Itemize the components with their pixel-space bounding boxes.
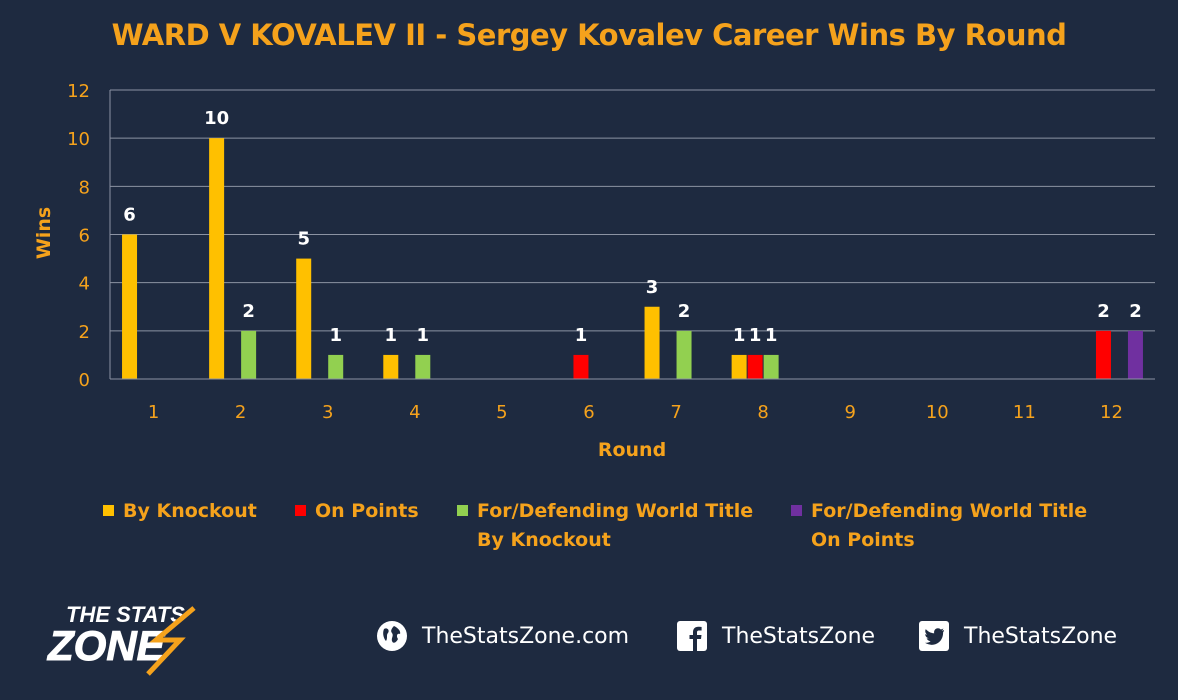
x-tick-label: 3 [322,402,333,423]
data-label: 6 [123,205,136,226]
data-label: 10 [204,108,229,129]
twitter-icon [918,620,950,652]
x-tick-label: 4 [409,402,420,423]
data-label: 5 [297,229,310,250]
y-tick-labels: 0 2 4 6 8 10 12 [67,81,90,391]
data-label: 2 [678,301,691,322]
data-label: 3 [646,277,659,298]
legend-item-title-knockout: For/Defending World Title By Knockout [457,497,753,555]
bar [763,354,779,379]
y-tick-label: 0 [79,370,90,391]
legend-label: For/Defending World Title On Points [811,500,1088,551]
x-tick-label: 6 [583,402,594,423]
bar [383,354,399,379]
x-tick-label: 10 [926,402,949,423]
legend-item-points: On Points [295,497,419,526]
y-tick-label: 12 [67,81,90,102]
legend-label: For/Defending World Title By Knockout [477,500,754,551]
logo-text-top: THE STATS [66,602,185,627]
bar [747,354,763,379]
data-label: 2 [1097,301,1110,322]
y-tick-label: 8 [79,177,90,198]
data-label: 1 [749,325,762,346]
x-tick-labels: 1 2 3 4 5 6 7 8 9 10 11 12 [148,402,1123,423]
legend-swatch [103,505,114,516]
bar [1095,330,1111,379]
data-label: 1 [733,325,746,346]
y-tick-label: 2 [79,322,90,343]
twitter-text: TheStatsZone [964,623,1118,649]
y-tick-label: 6 [79,226,90,247]
gridlines [110,89,1155,332]
bar [676,330,692,379]
data-label: 1 [765,325,778,346]
legend-item-knockout: By Knockout [103,497,257,526]
x-tick-label: 2 [235,402,246,423]
bar [241,330,257,379]
y-tick-label: 4 [79,274,90,295]
x-tick-label: 11 [1013,402,1036,423]
bar [644,306,660,379]
bar [122,234,138,379]
data-label: 2 [1129,301,1142,322]
chart-title: WARD V KOVALEV II - Sergey Kovalev Caree… [111,18,1067,52]
y-tick-label: 10 [67,129,90,150]
y-axis-label: Wins [33,207,55,259]
the-stats-zone-logo: THE STATS ZONE [47,602,196,676]
bar [209,138,225,379]
data-label: 2 [242,301,255,322]
facebook-text: TheStatsZone [722,623,876,649]
legend-label: On Points [315,500,419,522]
legend-swatch [295,505,306,516]
logo-text-bottom: ZONE [47,622,167,669]
logo-bolt-icon [146,606,196,676]
bar [328,354,344,379]
x-tick-label: 7 [670,402,681,423]
website-text: TheStatsZone.com [422,623,630,649]
x-tick-label: 5 [496,402,507,423]
bar [731,354,747,379]
x-axis-label: Round [598,439,666,461]
data-label: 1 [329,325,342,346]
twitter-link[interactable]: TheStatsZone [918,620,1117,652]
bar [573,354,589,379]
bar [296,258,312,379]
bar [415,354,431,379]
legend-swatch [457,505,468,516]
legend-label: By Knockout [123,500,257,522]
x-tick-label: 1 [148,402,159,423]
x-tick-label: 9 [844,402,855,423]
facebook-icon [676,620,708,652]
legend-item-title-points: For/Defending World Title On Points [791,497,1087,555]
facebook-link[interactable]: TheStatsZone [676,620,875,652]
data-label: 1 [417,325,430,346]
website-link[interactable]: TheStatsZone.com [376,620,629,652]
globe-icon [376,620,408,652]
data-label: 1 [575,325,588,346]
x-tick-label: 8 [757,402,768,423]
bars [122,138,1143,379]
bar [1127,330,1143,379]
data-label: 1 [385,325,398,346]
x-tick-label: 12 [1100,402,1123,423]
legend-swatch [791,505,802,516]
